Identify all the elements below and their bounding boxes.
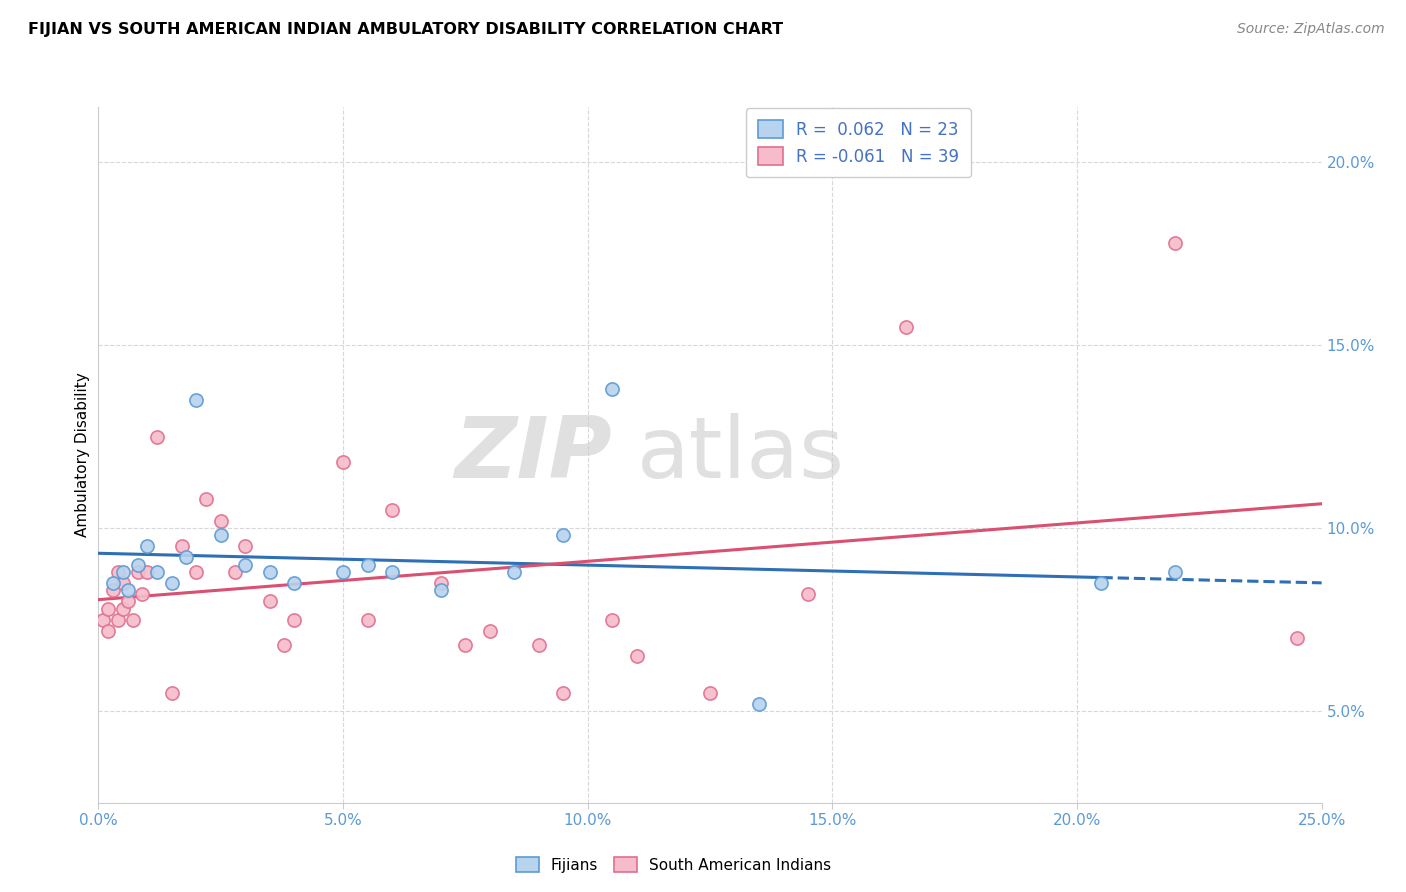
Point <box>356 613 378 627</box>
Legend: Fijians, South American Indians: Fijians, South American Indians <box>510 850 837 879</box>
Point <box>259 565 281 579</box>
Point <box>626 649 648 664</box>
Point <box>894 319 917 334</box>
Point <box>273 638 295 652</box>
Point <box>170 540 193 554</box>
Point <box>224 565 246 579</box>
Point <box>553 528 575 542</box>
Point <box>332 565 354 579</box>
Point <box>127 565 149 579</box>
Point <box>699 686 721 700</box>
Point <box>503 565 526 579</box>
Point <box>101 583 124 598</box>
Point <box>553 686 575 700</box>
Point <box>97 624 120 638</box>
Point <box>131 587 153 601</box>
Point <box>160 686 183 700</box>
Point <box>176 550 198 565</box>
Point <box>117 594 139 608</box>
Point <box>136 540 159 554</box>
Point <box>478 624 501 638</box>
Point <box>430 576 453 591</box>
Point <box>101 576 124 591</box>
Point <box>381 503 404 517</box>
Point <box>209 528 232 542</box>
Text: FIJIAN VS SOUTH AMERICAN INDIAN AMBULATORY DISABILITY CORRELATION CHART: FIJIAN VS SOUTH AMERICAN INDIAN AMBULATO… <box>28 22 783 37</box>
Point <box>748 697 770 711</box>
Point <box>146 429 169 443</box>
Point <box>111 576 134 591</box>
Point <box>97 601 120 615</box>
Point <box>186 565 208 579</box>
Point <box>160 576 183 591</box>
Point <box>527 638 550 652</box>
Point <box>146 565 169 579</box>
Point <box>136 565 159 579</box>
Point <box>1164 565 1187 579</box>
Point <box>283 613 305 627</box>
Point <box>356 558 378 572</box>
Point <box>283 576 305 591</box>
Point <box>91 613 114 627</box>
Point <box>332 455 354 469</box>
Point <box>107 565 129 579</box>
Text: ZIP: ZIP <box>454 413 612 497</box>
Y-axis label: Ambulatory Disability: Ambulatory Disability <box>75 373 90 537</box>
Text: atlas: atlas <box>637 413 845 497</box>
Point <box>259 594 281 608</box>
Point <box>1164 235 1187 250</box>
Point <box>430 583 453 598</box>
Point <box>1090 576 1112 591</box>
Point <box>233 558 256 572</box>
Point <box>454 638 477 652</box>
Point <box>209 514 232 528</box>
Point <box>107 613 129 627</box>
Point <box>600 382 623 396</box>
Point <box>121 613 143 627</box>
Point <box>1286 631 1309 645</box>
Point <box>127 558 149 572</box>
Point <box>797 587 820 601</box>
Point <box>111 601 134 615</box>
Point <box>233 540 256 554</box>
Point <box>381 565 404 579</box>
Text: Source: ZipAtlas.com: Source: ZipAtlas.com <box>1237 22 1385 37</box>
Point <box>600 613 623 627</box>
Point <box>111 565 134 579</box>
Point <box>117 583 139 598</box>
Point <box>186 392 208 407</box>
Point <box>195 491 218 506</box>
